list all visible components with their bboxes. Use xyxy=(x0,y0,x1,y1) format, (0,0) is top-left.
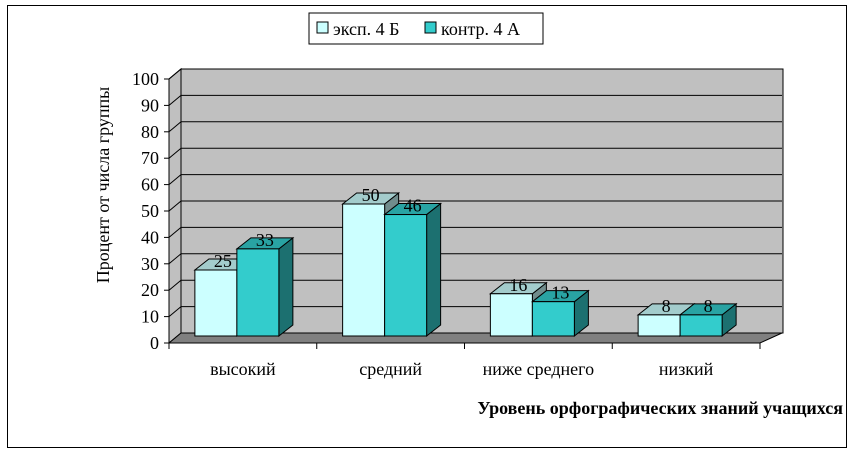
gridline-50 xyxy=(168,200,782,212)
bar-front xyxy=(531,301,575,337)
data-label: 46 xyxy=(404,196,422,216)
x-tick-label: ниже среднего xyxy=(483,359,594,379)
y-tick-label: 30 xyxy=(141,254,159,274)
y-tick-label: 50 xyxy=(141,201,159,221)
y-axis-title: Процент от числа группы xyxy=(93,87,113,283)
y-tick-label: 100 xyxy=(132,69,159,89)
gridline-70 xyxy=(168,147,782,159)
y-tick-label: 40 xyxy=(141,227,159,247)
legend-label-control: контр. 4 А xyxy=(441,19,520,39)
data-label: 16 xyxy=(509,275,527,295)
y-tick-label: 90 xyxy=(141,95,159,115)
x-tick-label: высокий xyxy=(210,359,276,379)
bar-side xyxy=(426,202,442,338)
x-tick-label: низкий xyxy=(659,359,714,379)
x-tick-label: средний xyxy=(359,359,422,379)
gridline-100 xyxy=(168,68,782,80)
bar-side xyxy=(278,236,294,338)
bar xyxy=(383,202,443,338)
bar-front xyxy=(489,293,533,337)
bar-front xyxy=(236,248,280,337)
gridline-20 xyxy=(168,279,782,291)
y-tick-label: 20 xyxy=(141,280,159,300)
y-tick-label: 0 xyxy=(150,333,159,353)
legend-swatch-control xyxy=(424,21,437,34)
legend-swatch-exp xyxy=(316,21,329,34)
bar xyxy=(530,289,590,338)
y-tick-label: 80 xyxy=(141,122,159,142)
gridline-40 xyxy=(168,226,782,238)
data-label: 13 xyxy=(551,283,569,303)
x-axis-title: Уровень орфографических знаний учащихся xyxy=(477,398,843,418)
x-axis: высокий средний ниже среднего низкий xyxy=(168,342,761,379)
bars xyxy=(193,191,738,338)
gridline-30 xyxy=(168,253,782,265)
data-label: 8 xyxy=(704,296,713,316)
legend: эксп. 4 Б контр. 4 А xyxy=(308,12,544,45)
gridline-90 xyxy=(168,94,782,106)
bar-front xyxy=(679,314,723,337)
gridline-60 xyxy=(168,174,782,185)
data-label: 25 xyxy=(214,251,232,271)
bar-front xyxy=(637,314,681,337)
bar xyxy=(235,236,295,338)
data-labels: 25 33 50 46 16 13 8 8 xyxy=(214,185,713,316)
data-label: 8 xyxy=(662,296,671,316)
bar-front xyxy=(384,214,428,337)
bar-front xyxy=(342,203,386,337)
y-tick-label: 10 xyxy=(141,307,159,327)
y-tick-label: 70 xyxy=(141,148,159,168)
y-tick-label: 60 xyxy=(141,175,159,195)
gridline-80 xyxy=(168,121,782,133)
bar-front xyxy=(194,269,238,337)
y-axis: 0 10 20 30 40 50 60 70 80 90 100 xyxy=(132,69,170,353)
data-label: 50 xyxy=(362,185,380,205)
legend-label-exp: эксп. 4 Б xyxy=(333,19,399,39)
data-label: 33 xyxy=(256,230,274,250)
bar xyxy=(678,302,738,338)
